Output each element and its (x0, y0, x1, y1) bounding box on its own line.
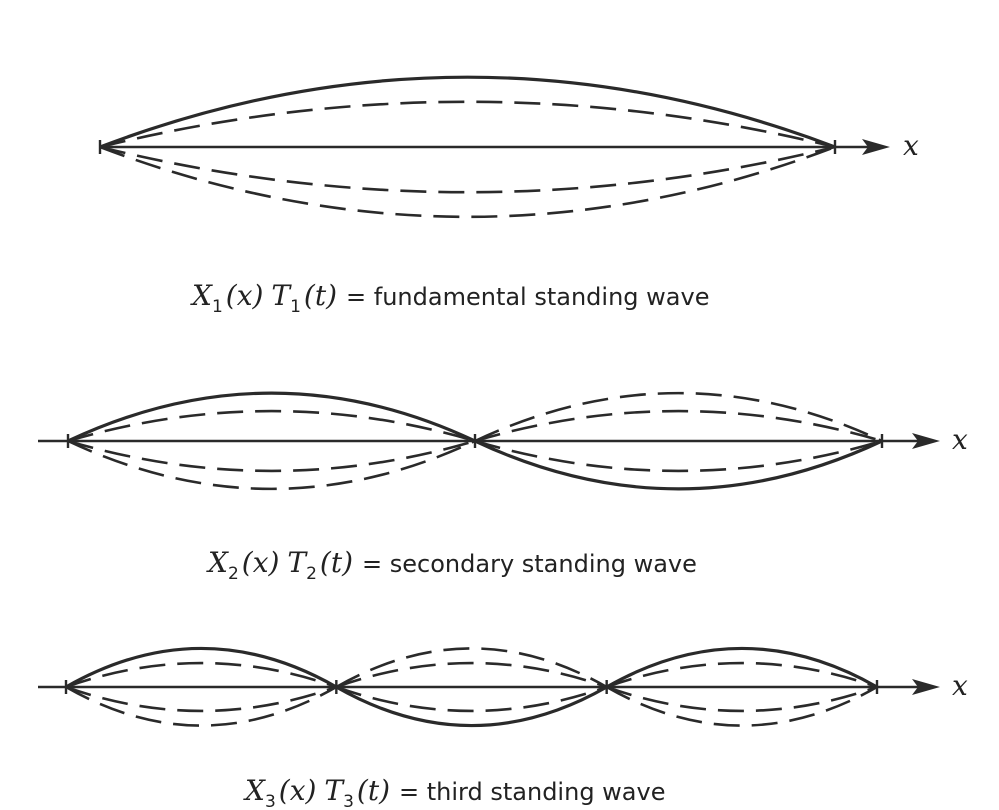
caption-x-arg: (x) (279, 774, 317, 807)
caption-t-var: T (324, 774, 345, 807)
caption-x-var: X (206, 546, 229, 579)
caption-t-sub: 3 (343, 792, 354, 810)
panel-fundamental: x X1 (x) T1 (t) = fundamental standing wave (98, 75, 919, 317)
wave-curve-dashed (99, 100, 836, 149)
axis-arrow-icon (912, 433, 940, 449)
axis-arrow-icon (912, 679, 940, 695)
wave-curve-dashed (335, 685, 608, 713)
wave-curve-solid (474, 439, 883, 491)
wave-curve-solid (65, 646, 338, 689)
wave-curve-solid (67, 391, 476, 443)
wave-curve-dashed (65, 685, 337, 727)
axis-arrow-icon (862, 139, 890, 155)
caption-description: = fundamental standing wave (346, 283, 709, 311)
wave-curves (98, 75, 837, 219)
wave-curve-dashed (65, 685, 337, 713)
wave-curve-dashed (99, 145, 836, 219)
wave-curve-dashed (474, 409, 883, 443)
caption-x-var: X (243, 774, 266, 807)
caption-secondary: X2 (x) T2 (t) = secondary standing wave (206, 546, 697, 584)
wave-curve-dashed (67, 439, 476, 473)
wave-curve-solid (605, 646, 878, 689)
wave-curve-dashed (335, 661, 608, 689)
wave-curve-dashed (67, 409, 476, 443)
wave-curve-dashed (335, 647, 608, 689)
x-axis-label: x (952, 423, 968, 456)
wave-curve-dashed (67, 439, 476, 491)
caption-x-arg: (x) (226, 279, 264, 312)
caption-t-sub: 1 (290, 297, 301, 317)
wave-curve-dashed (474, 391, 883, 443)
wave-curves (66, 391, 884, 491)
caption-t-arg: (t) (304, 279, 337, 312)
x-axis-label: x (903, 129, 919, 162)
caption-x-var: X (190, 279, 213, 312)
caption-x-sub: 2 (228, 564, 239, 584)
wave-curve-dashed (606, 661, 878, 689)
panel-secondary: x X2 (x) T2 (t) = secondary standing wave (38, 391, 968, 584)
wave-curve-dashed (606, 685, 878, 713)
caption-third: X3 (x) T3 (t) = third standing wave (243, 774, 665, 810)
caption-description: = third standing wave (399, 778, 665, 806)
caption-x-sub: 3 (265, 792, 276, 810)
caption-description: = secondary standing wave (362, 550, 697, 578)
caption-t-sub: 2 (306, 564, 317, 584)
caption-t-var: T (287, 546, 308, 579)
wave-curve-dashed (606, 685, 878, 727)
caption-t-arg: (t) (320, 546, 353, 579)
wave-curve-solid (335, 685, 608, 728)
panel-third: x X3 (x) T3 (t) = third standing wave (38, 646, 968, 810)
wave-curve-solid (99, 75, 836, 149)
caption-fundamental: X1 (x) T1 (t) = fundamental standing wave (190, 279, 709, 317)
wave-curve-dashed (474, 439, 883, 473)
caption-t-var: T (271, 279, 292, 312)
wave-curves (64, 646, 879, 728)
caption-t-arg: (t) (357, 774, 390, 807)
wave-curve-dashed (65, 661, 337, 689)
caption-x-arg: (x) (242, 546, 280, 579)
x-axis-label: x (952, 669, 968, 702)
wave-curve-dashed (99, 145, 836, 194)
caption-x-sub: 1 (212, 297, 223, 317)
